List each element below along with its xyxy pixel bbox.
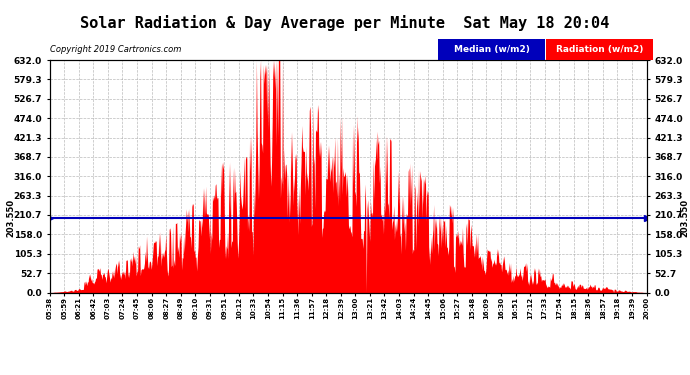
Text: Solar Radiation & Day Average per Minute  Sat May 18 20:04: Solar Radiation & Day Average per Minute… [80, 15, 610, 31]
Text: Radiation (w/m2): Radiation (w/m2) [556, 45, 644, 54]
Text: Copyright 2019 Cartronics.com: Copyright 2019 Cartronics.com [50, 45, 181, 54]
Text: 203.550: 203.550 [6, 198, 15, 237]
Text: Median (w/m2): Median (w/m2) [454, 45, 529, 54]
Text: 203.550: 203.550 [681, 198, 690, 237]
